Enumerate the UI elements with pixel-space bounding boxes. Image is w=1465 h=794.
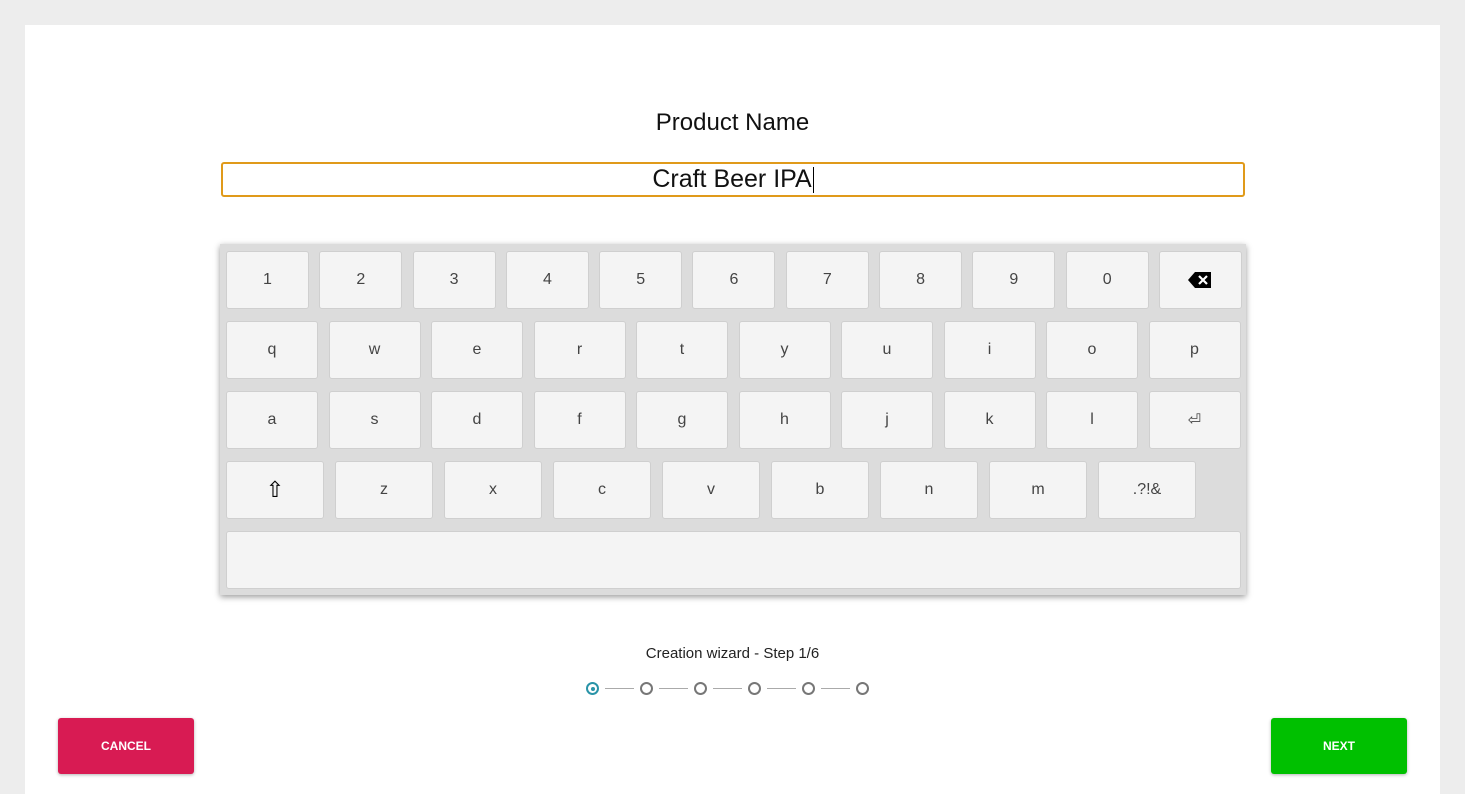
step-connector (605, 688, 634, 689)
key-9[interactable]: 9 (972, 251, 1056, 309)
key-m[interactable]: m (989, 461, 1087, 519)
key-shift[interactable]: ⇧ (226, 461, 324, 519)
key-1[interactable]: 1 (226, 251, 309, 309)
product-name-input[interactable]: Craft Beer IPA (221, 162, 1245, 197)
key-p[interactable]: p (1148, 321, 1241, 379)
step-indicator-2 (640, 682, 653, 695)
key-a[interactable]: a (226, 391, 318, 449)
backspace-icon (1188, 272, 1212, 288)
step-indicator-3 (694, 682, 707, 695)
key-z[interactable]: z (335, 461, 433, 519)
key-t[interactable]: t (636, 321, 728, 379)
key-h[interactable]: h (738, 391, 831, 449)
key-b[interactable]: b (771, 461, 869, 519)
text-caret (812, 167, 814, 194)
step-connector (767, 688, 796, 689)
step-indicator-4 (748, 682, 761, 695)
wizard-progress (586, 682, 869, 695)
key-enter[interactable]: ⏎ (1148, 391, 1241, 449)
step-connector (821, 688, 850, 689)
step-connector (713, 688, 742, 689)
key-8[interactable]: 8 (879, 251, 963, 309)
step-indicator-1 (586, 682, 599, 695)
key-o[interactable]: o (1046, 321, 1138, 379)
key-s[interactable]: s (328, 391, 421, 449)
key-l[interactable]: l (1046, 391, 1138, 449)
wizard-step-label: Creation wizard - Step 1/6 (645, 645, 820, 662)
key-v[interactable]: v (662, 461, 760, 519)
key-k[interactable]: k (943, 391, 1036, 449)
key-w[interactable]: w (328, 321, 421, 379)
key-u[interactable]: u (841, 321, 933, 379)
key-4[interactable]: 4 (505, 251, 589, 309)
page-title: Product Name (655, 109, 810, 136)
step-indicator-5 (802, 682, 815, 695)
key-r[interactable]: r (533, 321, 626, 379)
step-connector (659, 688, 688, 689)
key-backspace[interactable] (1158, 251, 1242, 309)
key-.?!&[interactable]: .?!& (1098, 461, 1196, 519)
key-f[interactable]: f (533, 391, 626, 449)
key-6[interactable]: 6 (692, 251, 776, 309)
key-3[interactable]: 3 (412, 251, 496, 309)
key-space[interactable] (226, 531, 1241, 589)
key-0[interactable]: 0 (1065, 251, 1149, 309)
key-2[interactable]: 2 (319, 251, 403, 309)
step-indicator-6 (856, 682, 869, 695)
next-button[interactable]: NEXT (1271, 718, 1407, 774)
key-j[interactable]: j (841, 391, 933, 449)
input-value: Craft Beer IPA (652, 165, 812, 193)
key-7[interactable]: 7 (785, 251, 869, 309)
key-x[interactable]: x (444, 461, 542, 519)
key-y[interactable]: y (738, 321, 831, 379)
key-e[interactable]: e (431, 321, 523, 379)
key-q[interactable]: q (226, 321, 318, 379)
key-i[interactable]: i (943, 321, 1036, 379)
key-c[interactable]: c (553, 461, 651, 519)
cancel-button[interactable]: CANCEL (58, 718, 194, 774)
key-d[interactable]: d (431, 391, 523, 449)
key-n[interactable]: n (880, 461, 978, 519)
key-5[interactable]: 5 (599, 251, 683, 309)
key-g[interactable]: g (636, 391, 728, 449)
